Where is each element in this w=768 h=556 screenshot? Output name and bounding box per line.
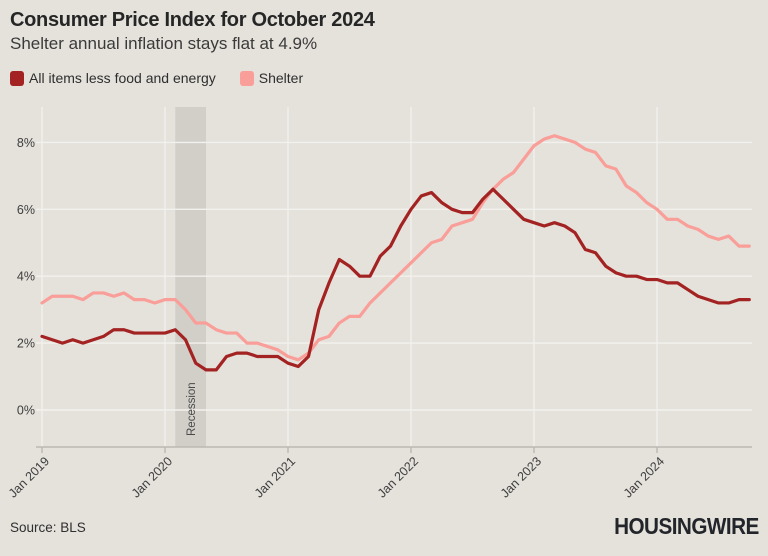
y-axis-labels: 0% 2% 4% 6% 8% [17,136,35,418]
svg-text:Jan 2023: Jan 2023 [498,454,544,500]
svg-text:Jan 2022: Jan 2022 [375,454,421,500]
svg-text:Jan 2019: Jan 2019 [6,454,52,500]
source-note: Source: BLS [10,520,86,535]
legend-item-shelter: Shelter [239,70,304,86]
chart-title: Consumer Price Index for October 2024 [10,9,375,31]
recession-band [175,107,206,447]
legend-item-core: All items less food and energy [10,70,216,86]
svg-text:2%: 2% [17,337,35,351]
shelter-series-line [40,134,751,362]
gridlines [36,107,752,447]
chart-subtitle: Shelter annual inflation stays flat at 4… [10,34,318,53]
svg-text:Jan 2020: Jan 2020 [129,454,175,500]
legend-label-shelter: Shelter [258,70,304,86]
legend-label-core: All items less food and energy [29,70,216,86]
svg-text:6%: 6% [17,203,35,217]
svg-text:Jan 2021: Jan 2021 [252,454,298,500]
core-series-line [40,187,751,372]
x-axis: Jan 2019 Jan 2020 Jan 2021 Jan 2022 Jan 2023… [6,446,752,500]
svg-text:0%: 0% [17,404,35,418]
svg-text:8%: 8% [17,136,35,150]
housingwire-logo: HOUSINGWIRE [614,513,759,539]
svg-text:Jan 2024: Jan 2024 [621,454,667,500]
shelter-series-swatch-icon [239,70,254,86]
recession-label: Recession [186,382,198,436]
chart-legend: All items less food and energy Shelter [10,70,303,86]
svg-text:4%: 4% [17,270,35,284]
core-series-swatch-icon [10,70,24,86]
